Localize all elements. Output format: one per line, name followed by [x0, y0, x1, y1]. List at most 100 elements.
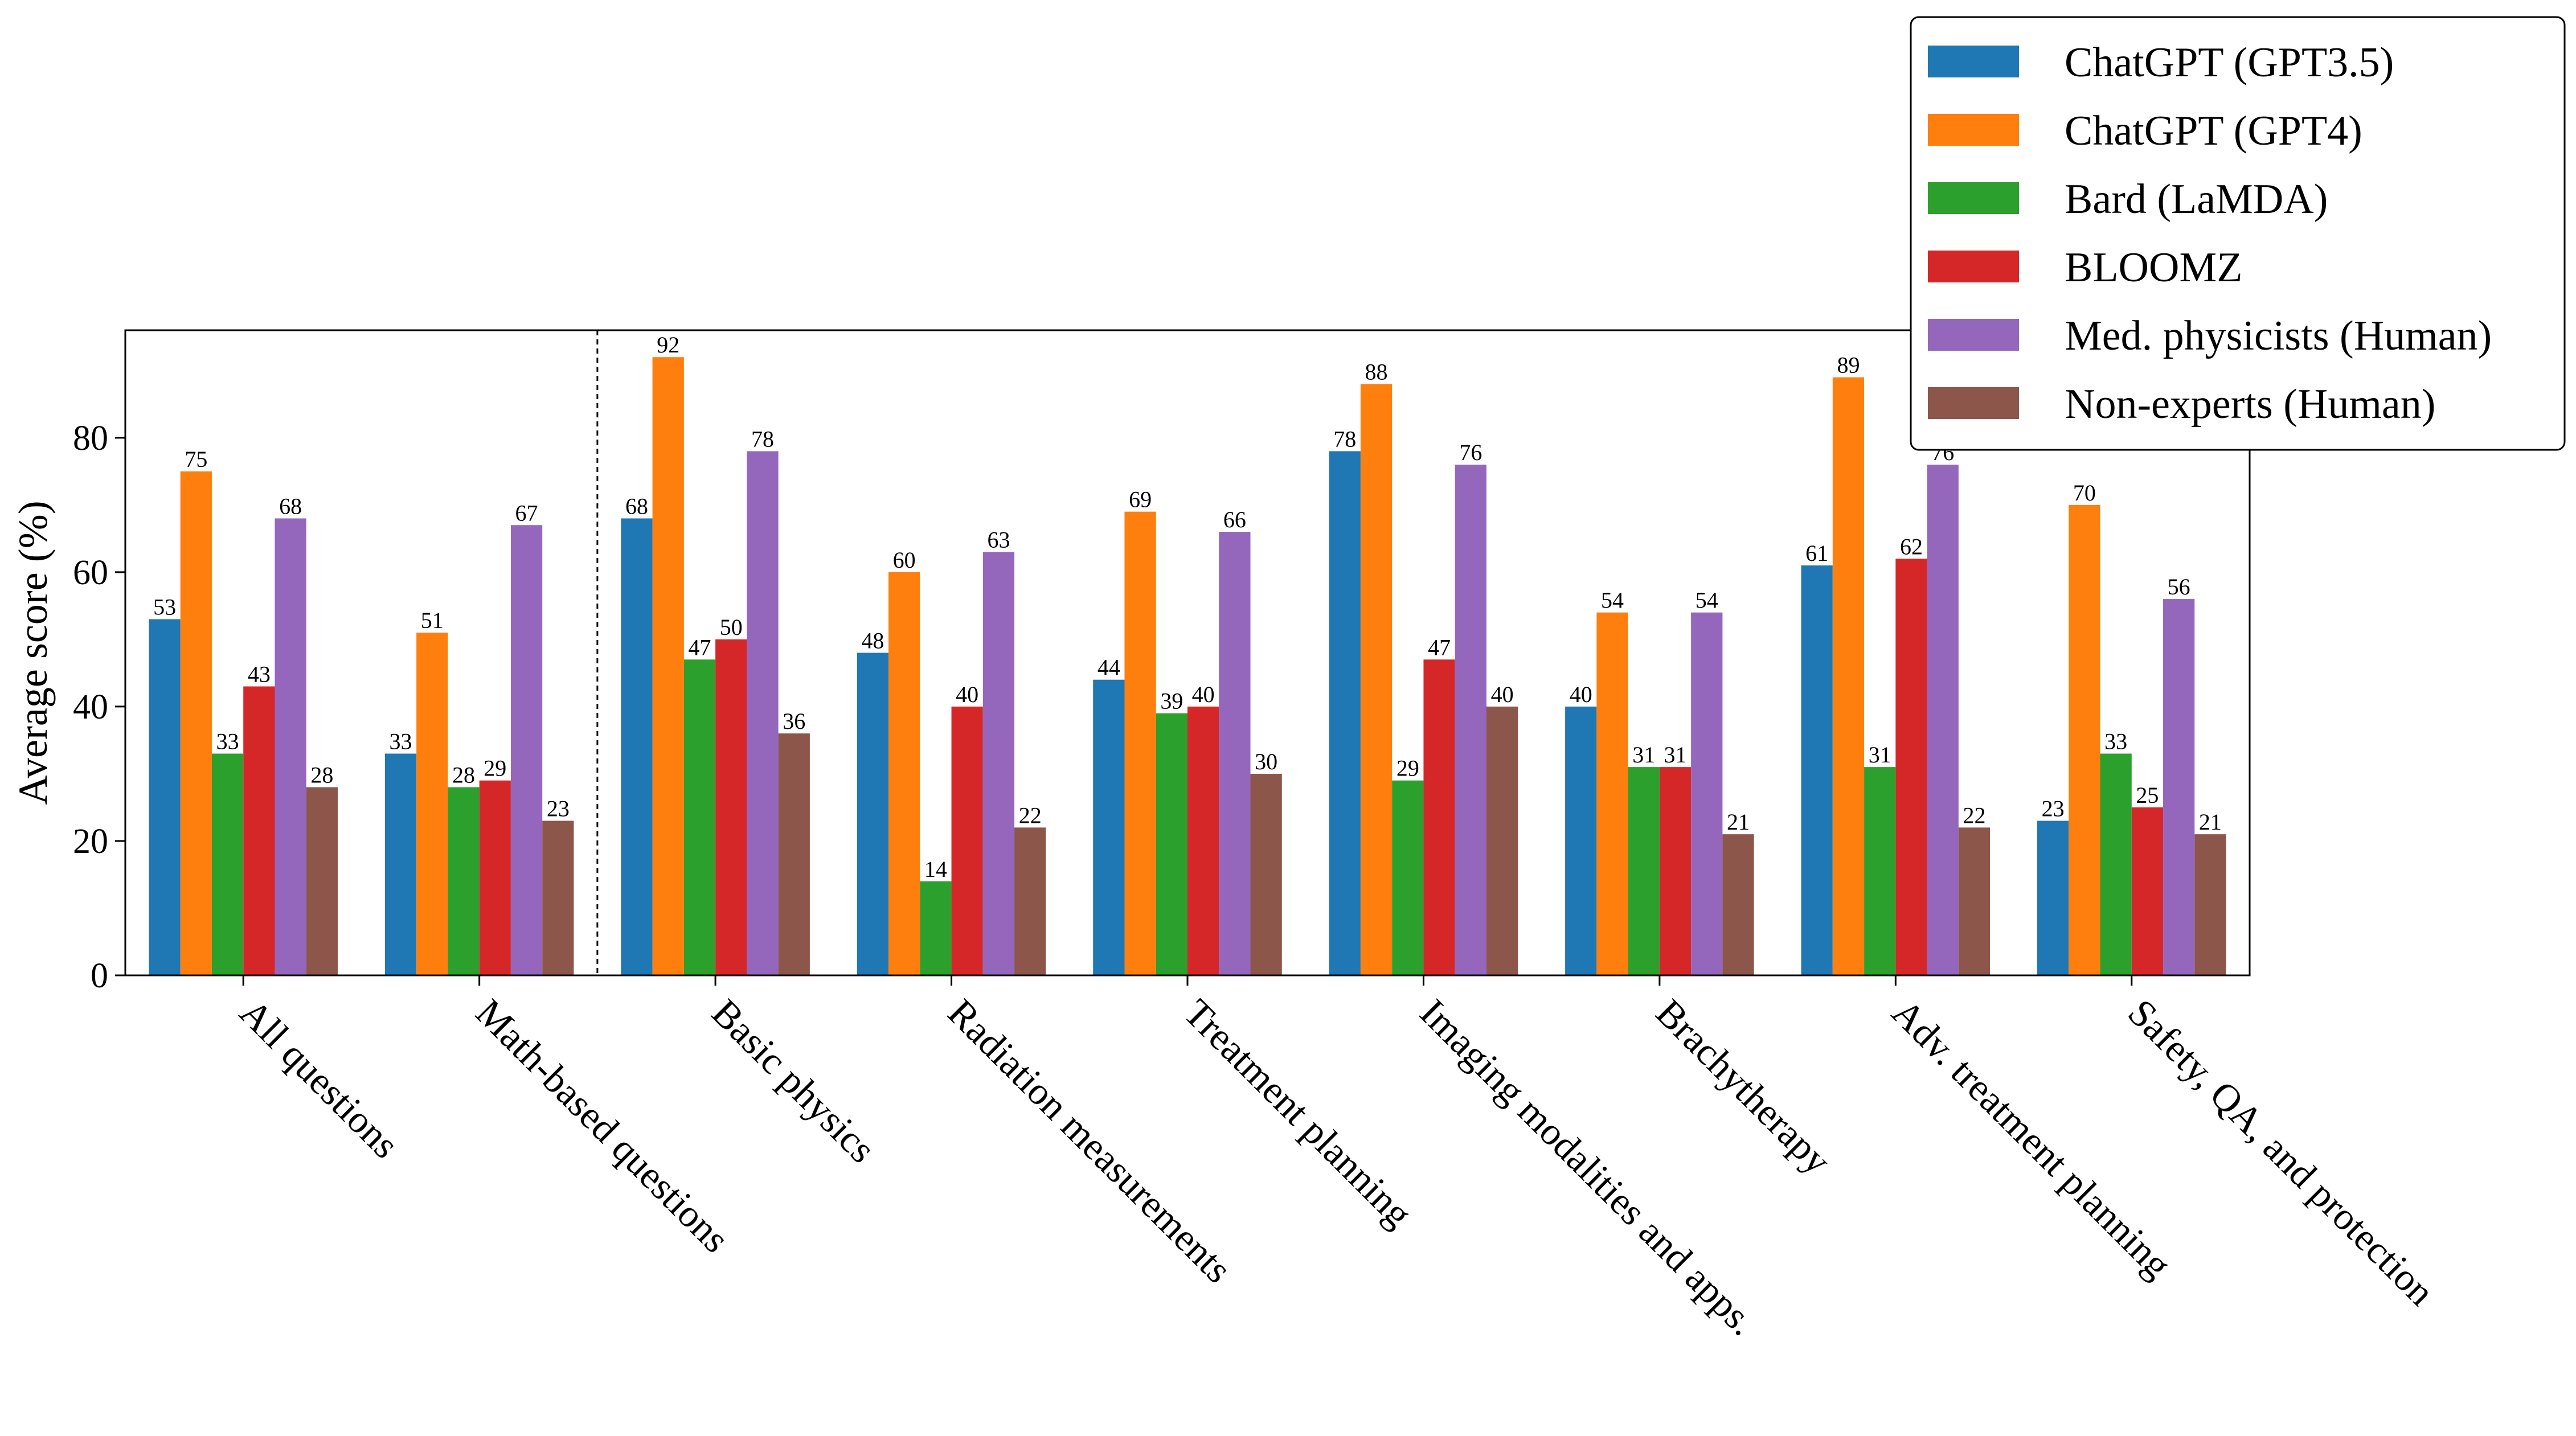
- bar: [149, 619, 181, 975]
- bar-value-label: 70: [2073, 480, 2096, 506]
- bar: [2037, 820, 2069, 975]
- bar: [2069, 504, 2100, 975]
- bar-value-label: 23: [547, 796, 570, 822]
- bar: [384, 753, 417, 975]
- bar: [1596, 612, 1628, 975]
- bar: [1864, 767, 1896, 975]
- bars-layer: [149, 357, 2226, 976]
- bar: [683, 659, 716, 975]
- bar: [1014, 827, 1046, 975]
- bar: [1927, 465, 1959, 975]
- bar: [510, 525, 543, 975]
- bar-value-label: 88: [1365, 359, 1388, 384]
- bar: [416, 633, 448, 975]
- bar-value-label: 61: [1805, 540, 1828, 566]
- bar: [542, 820, 574, 975]
- y-axis-title: Average score (%): [10, 500, 56, 805]
- legend-swatch: [1928, 251, 2019, 282]
- bar: [1124, 511, 1156, 975]
- bar-value-label: 21: [2199, 809, 2222, 835]
- legend-label: ChatGPT (GPT3.5): [2065, 39, 2394, 86]
- bar-value-label: 14: [924, 856, 947, 882]
- bar: [652, 357, 684, 976]
- bar-value-label: 53: [153, 594, 176, 619]
- y-tick-label: 0: [91, 957, 108, 995]
- y-tick-label: 40: [73, 688, 108, 727]
- bar: [211, 753, 244, 975]
- bar: [2194, 834, 2226, 975]
- bar-value-label: 47: [688, 634, 711, 660]
- y-tick-label: 60: [73, 553, 108, 592]
- x-tick-label: Basic physics: [704, 991, 884, 1171]
- bar-value-label: 68: [625, 493, 648, 519]
- bar-value-label: 50: [720, 614, 743, 640]
- bar-value-label: 22: [1963, 802, 1985, 828]
- bar-value-label: 48: [861, 628, 884, 654]
- x-tick-label: Brachytherapy: [1648, 991, 1840, 1183]
- bar-value-label: 28: [310, 762, 333, 788]
- bar: [2131, 807, 2164, 975]
- bar-value-label: 40: [956, 682, 978, 707]
- bar-value-label: 60: [893, 547, 916, 573]
- bar: [621, 518, 653, 975]
- bar: [778, 733, 810, 975]
- bar: [982, 552, 1015, 975]
- bar-value-label: 23: [2042, 796, 2065, 822]
- bar: [2100, 753, 2132, 975]
- bar: [1250, 773, 1282, 975]
- bar-value-label: 63: [987, 527, 1010, 552]
- bar-value-label: 68: [279, 493, 302, 519]
- bar-value-label: 28: [452, 762, 475, 788]
- bar-value-label: 75: [185, 446, 207, 472]
- legend-label: Bard (LaMDA): [2065, 176, 2328, 223]
- bar: [1801, 565, 1833, 975]
- bar-value-label: 33: [216, 729, 239, 754]
- bar-value-label: 40: [1192, 682, 1215, 707]
- bar-value-label: 31: [1664, 742, 1687, 768]
- bar: [715, 639, 747, 975]
- bar: [180, 471, 212, 975]
- y-tick-label: 20: [73, 822, 108, 861]
- bar: [2163, 599, 2195, 975]
- data-labels-layer: 53 75 33 43 68 28 33 51 28 29 67 23 68 92 47 50 78 36 48 60…: [153, 332, 2222, 882]
- bar-value-label: 36: [783, 708, 805, 734]
- bar-value-label: 54: [1601, 588, 1624, 613]
- bar-value-label: 44: [1097, 655, 1120, 680]
- bar: [1093, 679, 1125, 975]
- bar-value-label: 40: [1570, 682, 1592, 707]
- bar-value-label: 29: [484, 756, 506, 781]
- bar: [479, 780, 511, 975]
- legend-swatch: [1928, 319, 2019, 351]
- bar: [275, 518, 306, 975]
- bar-value-label: 69: [1129, 487, 1152, 512]
- legend-swatch: [1928, 46, 2019, 77]
- bar-value-label: 54: [1696, 588, 1718, 613]
- legend-swatch: [1928, 387, 2019, 419]
- bar: [888, 572, 920, 975]
- bar: [448, 787, 480, 975]
- bar: [1392, 780, 1424, 975]
- bar: [1423, 659, 1455, 975]
- bar: [1156, 713, 1187, 975]
- bar-value-label: 78: [1333, 426, 1356, 452]
- x-tick-label: All questions: [232, 991, 408, 1167]
- bar-value-label: 56: [2168, 574, 2190, 600]
- bar-value-label: 33: [2104, 729, 2127, 754]
- bar: [1187, 706, 1219, 975]
- x-tick-label: Math-based questions: [468, 991, 738, 1261]
- y-tick-label: 80: [73, 419, 108, 458]
- bar: [951, 706, 983, 975]
- bar: [1691, 612, 1723, 975]
- bar-value-label: 78: [751, 426, 774, 452]
- legend-label: BLOOMZ: [2065, 244, 2242, 291]
- bar: [857, 653, 889, 975]
- bar: [1628, 767, 1660, 975]
- bar-value-label: 30: [1255, 749, 1277, 774]
- bar-value-label: 62: [1900, 534, 1923, 559]
- bar-value-label: 43: [248, 662, 271, 687]
- bar: [1958, 827, 1991, 975]
- bar-value-label: 67: [515, 500, 538, 526]
- legend-label: ChatGPT (GPT4): [2065, 108, 2362, 154]
